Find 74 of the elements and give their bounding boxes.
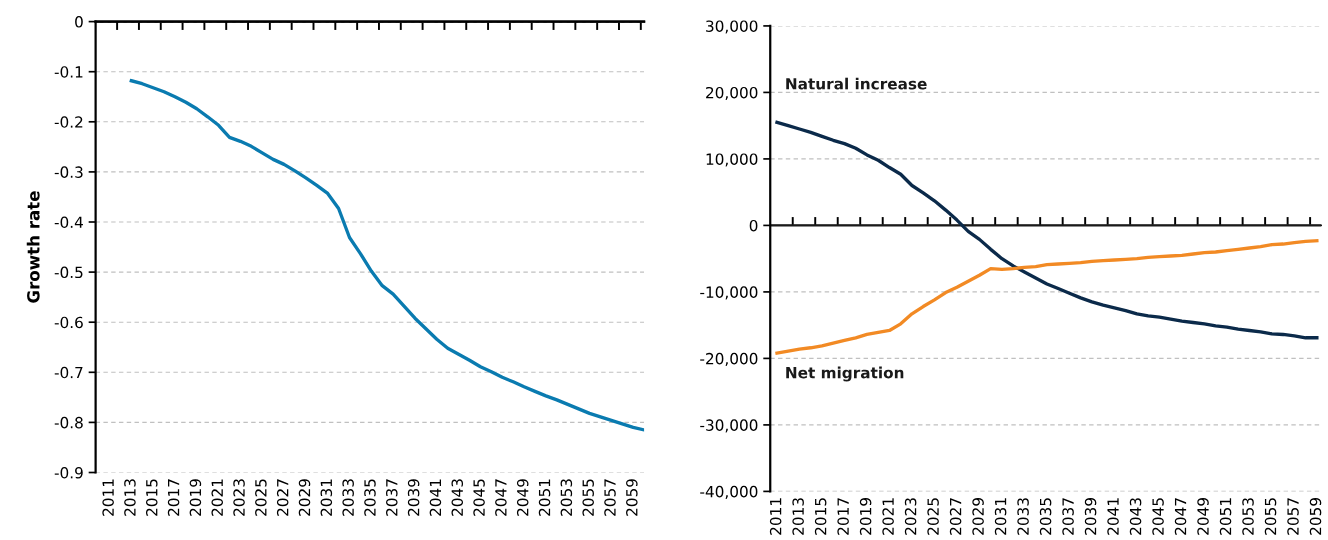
x-tick-label: 2013	[124, 479, 136, 516]
x-tick-label: 2053	[560, 479, 573, 516]
x-tick-label: 2047	[495, 479, 507, 516]
y-tick-label: -0.2	[54, 116, 83, 128]
y-tick-label: -0.8	[54, 416, 83, 429]
x-tick-label: 2057	[1287, 498, 1299, 535]
y-tick-label: 30,000	[706, 20, 758, 34]
x-tick-label: 2039	[1084, 498, 1097, 535]
y-tick-label: 0	[749, 219, 758, 232]
x-tick-label: 2027	[949, 498, 962, 535]
x-tick-label: 2033	[1017, 498, 1029, 535]
x-tick-label: 2051	[1219, 498, 1232, 535]
x-tick-label: 2023	[904, 498, 917, 535]
x-tick-label: 2025	[927, 498, 939, 535]
x-tick-label: 2019	[859, 498, 872, 535]
series-label: Net migration	[786, 366, 904, 382]
y-tick-label: -0.5	[54, 266, 83, 279]
x-tick-label: 2059	[1309, 498, 1322, 535]
x-tick-label: 2031	[320, 479, 333, 516]
x-tick-label: 2011	[769, 498, 782, 535]
x-tick-label: 2031	[994, 498, 1007, 535]
x-tick-label: 2015	[814, 498, 827, 535]
y-tick-label: 0	[75, 16, 83, 28]
x-tick-label: 2021	[211, 479, 224, 516]
y-tick-label: -0.1	[54, 66, 83, 78]
x-tick-label: 2037	[1062, 498, 1074, 535]
x-tick-label: 2025	[255, 479, 267, 516]
x-tick-label: 2045	[473, 479, 485, 516]
y-tick-label: -20,000	[700, 352, 758, 366]
y-tick-label: 10,000	[706, 153, 758, 167]
x-tick-label: 2017	[167, 479, 180, 516]
x-tick-label: 2017	[837, 498, 849, 535]
y-tick-label: -0.7	[54, 366, 83, 379]
y-tick-label: -0.6	[54, 316, 83, 329]
x-tick-label: 2047	[1174, 498, 1187, 535]
text: Natural increase	[786, 77, 927, 90]
y-tick-label: -0.4	[54, 216, 83, 229]
y-tick-label: -10,000	[700, 286, 758, 300]
x-tick-label: 2059	[626, 479, 638, 516]
y-tick-label: -0.9	[54, 466, 83, 479]
y-axis-title: Growth rate	[26, 191, 40, 303]
x-tick-label: 2015	[145, 479, 158, 516]
x-tick-label: 2049	[1197, 498, 1209, 535]
x-tick-label: 2043	[1129, 498, 1142, 535]
x-tick-label: 2043	[451, 479, 464, 516]
x-tick-label: 2041	[1107, 498, 1119, 535]
x-tick-label: 2039	[407, 479, 420, 516]
y-tick-label: -0.3	[54, 166, 83, 178]
x-tick-label: 2045	[1152, 498, 1164, 535]
x-tick-label: 2041	[429, 479, 442, 516]
x-tick-label: 2027	[276, 479, 289, 516]
x-tick-label: 2035	[364, 479, 376, 516]
x-tick-label: 2013	[792, 498, 804, 535]
x-tick-label: 2029	[972, 498, 984, 535]
line-series	[775, 120, 1319, 340]
x-tick-label: 2055	[1264, 498, 1277, 535]
y-tick-label: -40,000	[700, 485, 758, 499]
x-tick-label: 2011	[102, 479, 114, 516]
x-tick-label: 2029	[298, 479, 311, 516]
x-tick-label: 2019	[189, 479, 202, 516]
x-tick-label: 2033	[342, 479, 354, 516]
x-tick-label: 2051	[538, 479, 551, 516]
x-tick-label: 2049	[516, 479, 529, 516]
x-tick-label: 2037	[386, 479, 398, 516]
x-tick-label: 2021	[882, 498, 894, 535]
x-tick-label: 2057	[604, 479, 616, 516]
x-tick-label: 2023	[233, 479, 245, 516]
x-tick-label: 2055	[582, 479, 594, 516]
line-series	[129, 79, 645, 432]
line-series	[775, 239, 1319, 355]
y-tick-label: 20,000	[706, 86, 758, 100]
y-tick-label: -30,000	[700, 419, 758, 433]
x-tick-label: 2035	[1039, 498, 1052, 535]
x-tick-label: 2053	[1242, 498, 1254, 535]
